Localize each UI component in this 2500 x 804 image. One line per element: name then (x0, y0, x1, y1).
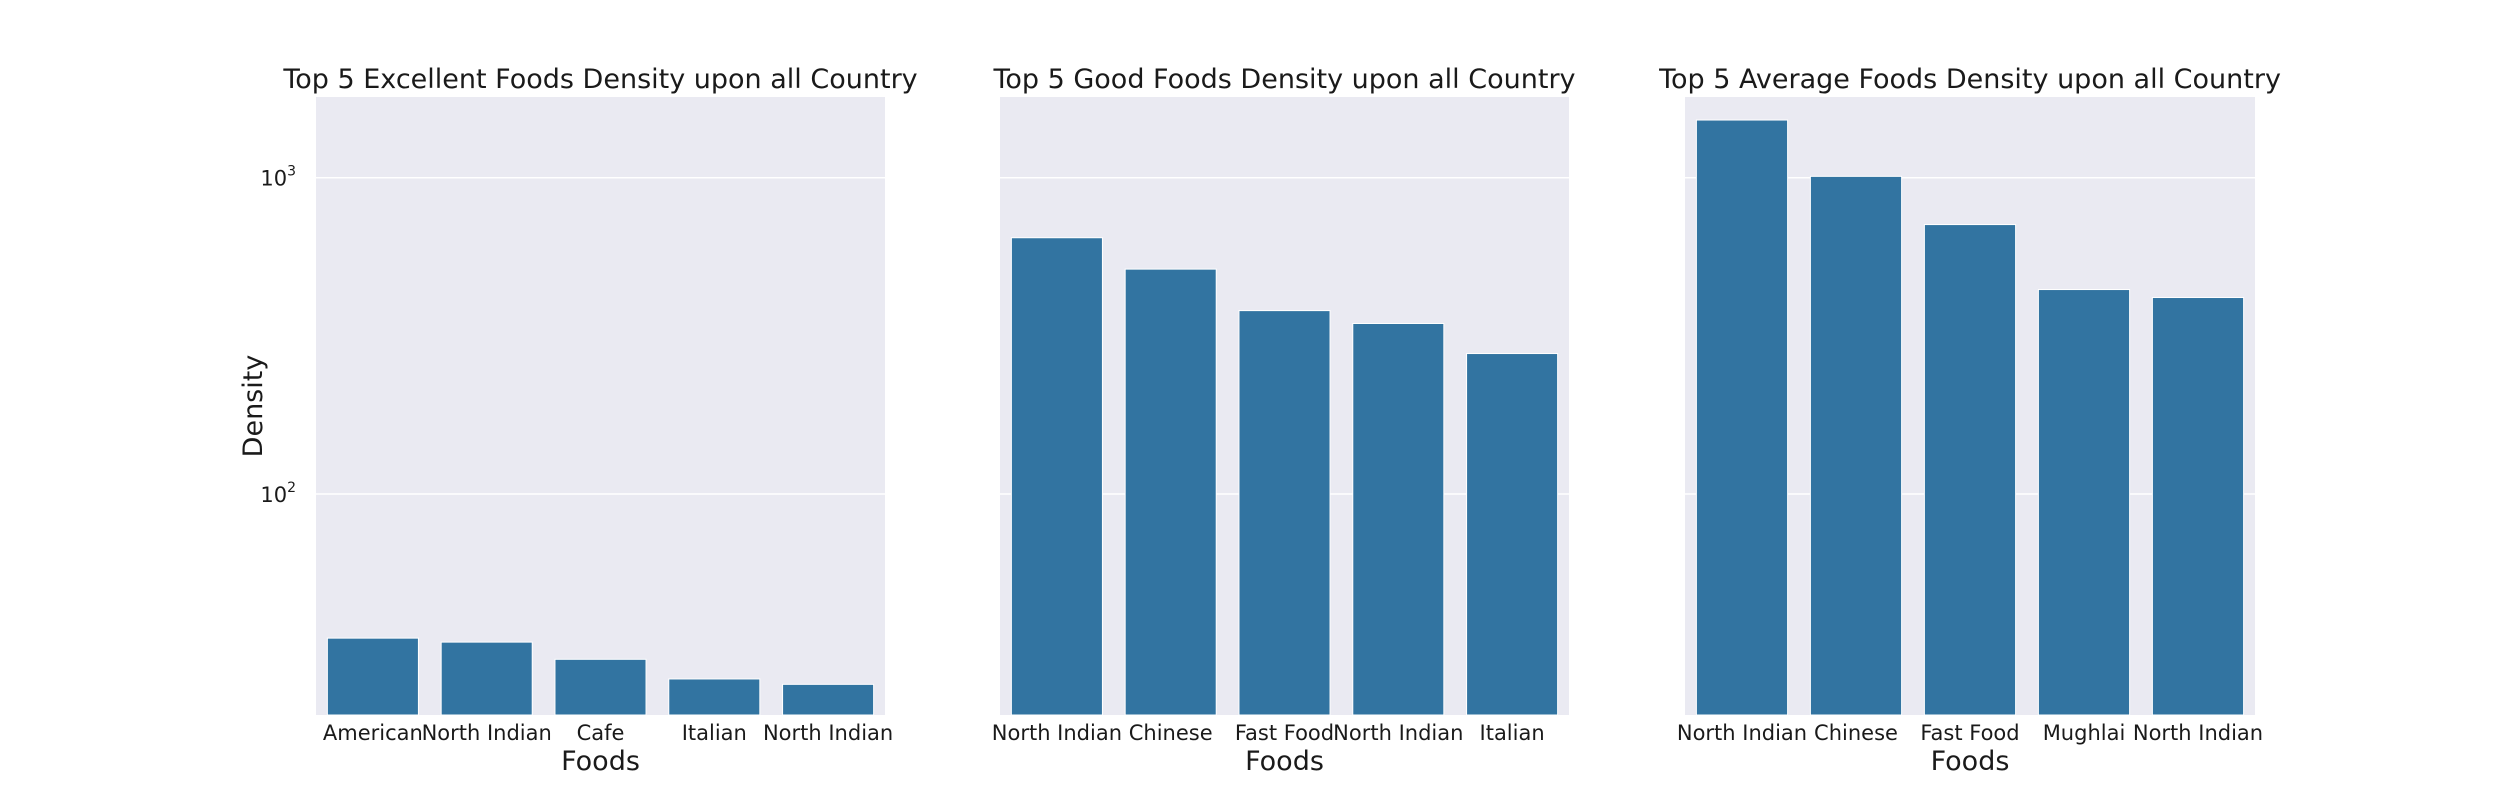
y-tick-label: 102 (260, 480, 296, 507)
bar-4 (668, 678, 761, 716)
x-tick-label: North Indian (422, 721, 552, 745)
x-tick-label: Fast Food (1920, 721, 2019, 745)
bar-5 (782, 683, 875, 716)
x-tick-label: Mughlai (2043, 721, 2126, 745)
x-tick-label: Fast Food (1235, 721, 1334, 745)
x-tick-label: North Indian (2133, 721, 2263, 745)
x-tick-label: Italian (682, 721, 747, 745)
x-tick-label: North Indian (763, 721, 893, 745)
bar-1 (1695, 119, 1789, 716)
x-tick-label: American (323, 721, 423, 745)
bar-3 (1238, 310, 1331, 716)
x-axis-label: Foods (561, 746, 640, 777)
y-axis-label: Density (238, 355, 269, 458)
bar-2 (1124, 268, 1217, 716)
x-tick-label: Chinese (1814, 721, 1898, 745)
bar-2 (440, 641, 533, 716)
chart-title: Top 5 Good Foods Density upon all Countr… (992, 64, 1575, 95)
bar-4 (1352, 322, 1445, 716)
bar-3 (554, 658, 647, 716)
x-tick-label: North Indian (992, 721, 1122, 745)
x-tick-label: North Indian (1333, 721, 1463, 745)
bar-4 (2037, 289, 2131, 716)
bar-1 (1010, 237, 1103, 716)
x-tick-label: Italian (1480, 721, 1545, 745)
x-tick-label: Cafe (577, 721, 625, 745)
x-axis-label: Foods (1245, 746, 1324, 777)
chart-panel-3: North Indian Chinese Fast Food Mughlai North… (1658, 64, 2281, 777)
bar-5 (2151, 297, 2245, 716)
bar-5 (1466, 353, 1559, 716)
chart-title: Top 5 Average Foods Density upon all Cou… (1658, 64, 2281, 95)
x-tick-label: Chinese (1129, 721, 1213, 745)
x-axis-label: Foods (1931, 746, 2010, 777)
x-tick-label: North Indian (1677, 721, 1807, 745)
y-tick-label: 103 (260, 164, 296, 191)
plot-area (316, 97, 885, 715)
bar-3 (1923, 224, 2017, 716)
chart-title: Top 5 Excellent Foods Density upon all C… (282, 64, 917, 95)
bar-2 (1809, 175, 1903, 716)
bar-1 (326, 637, 419, 716)
chart-panel-2: North Indian Chinese Fast Food North Indian… (992, 64, 1576, 777)
